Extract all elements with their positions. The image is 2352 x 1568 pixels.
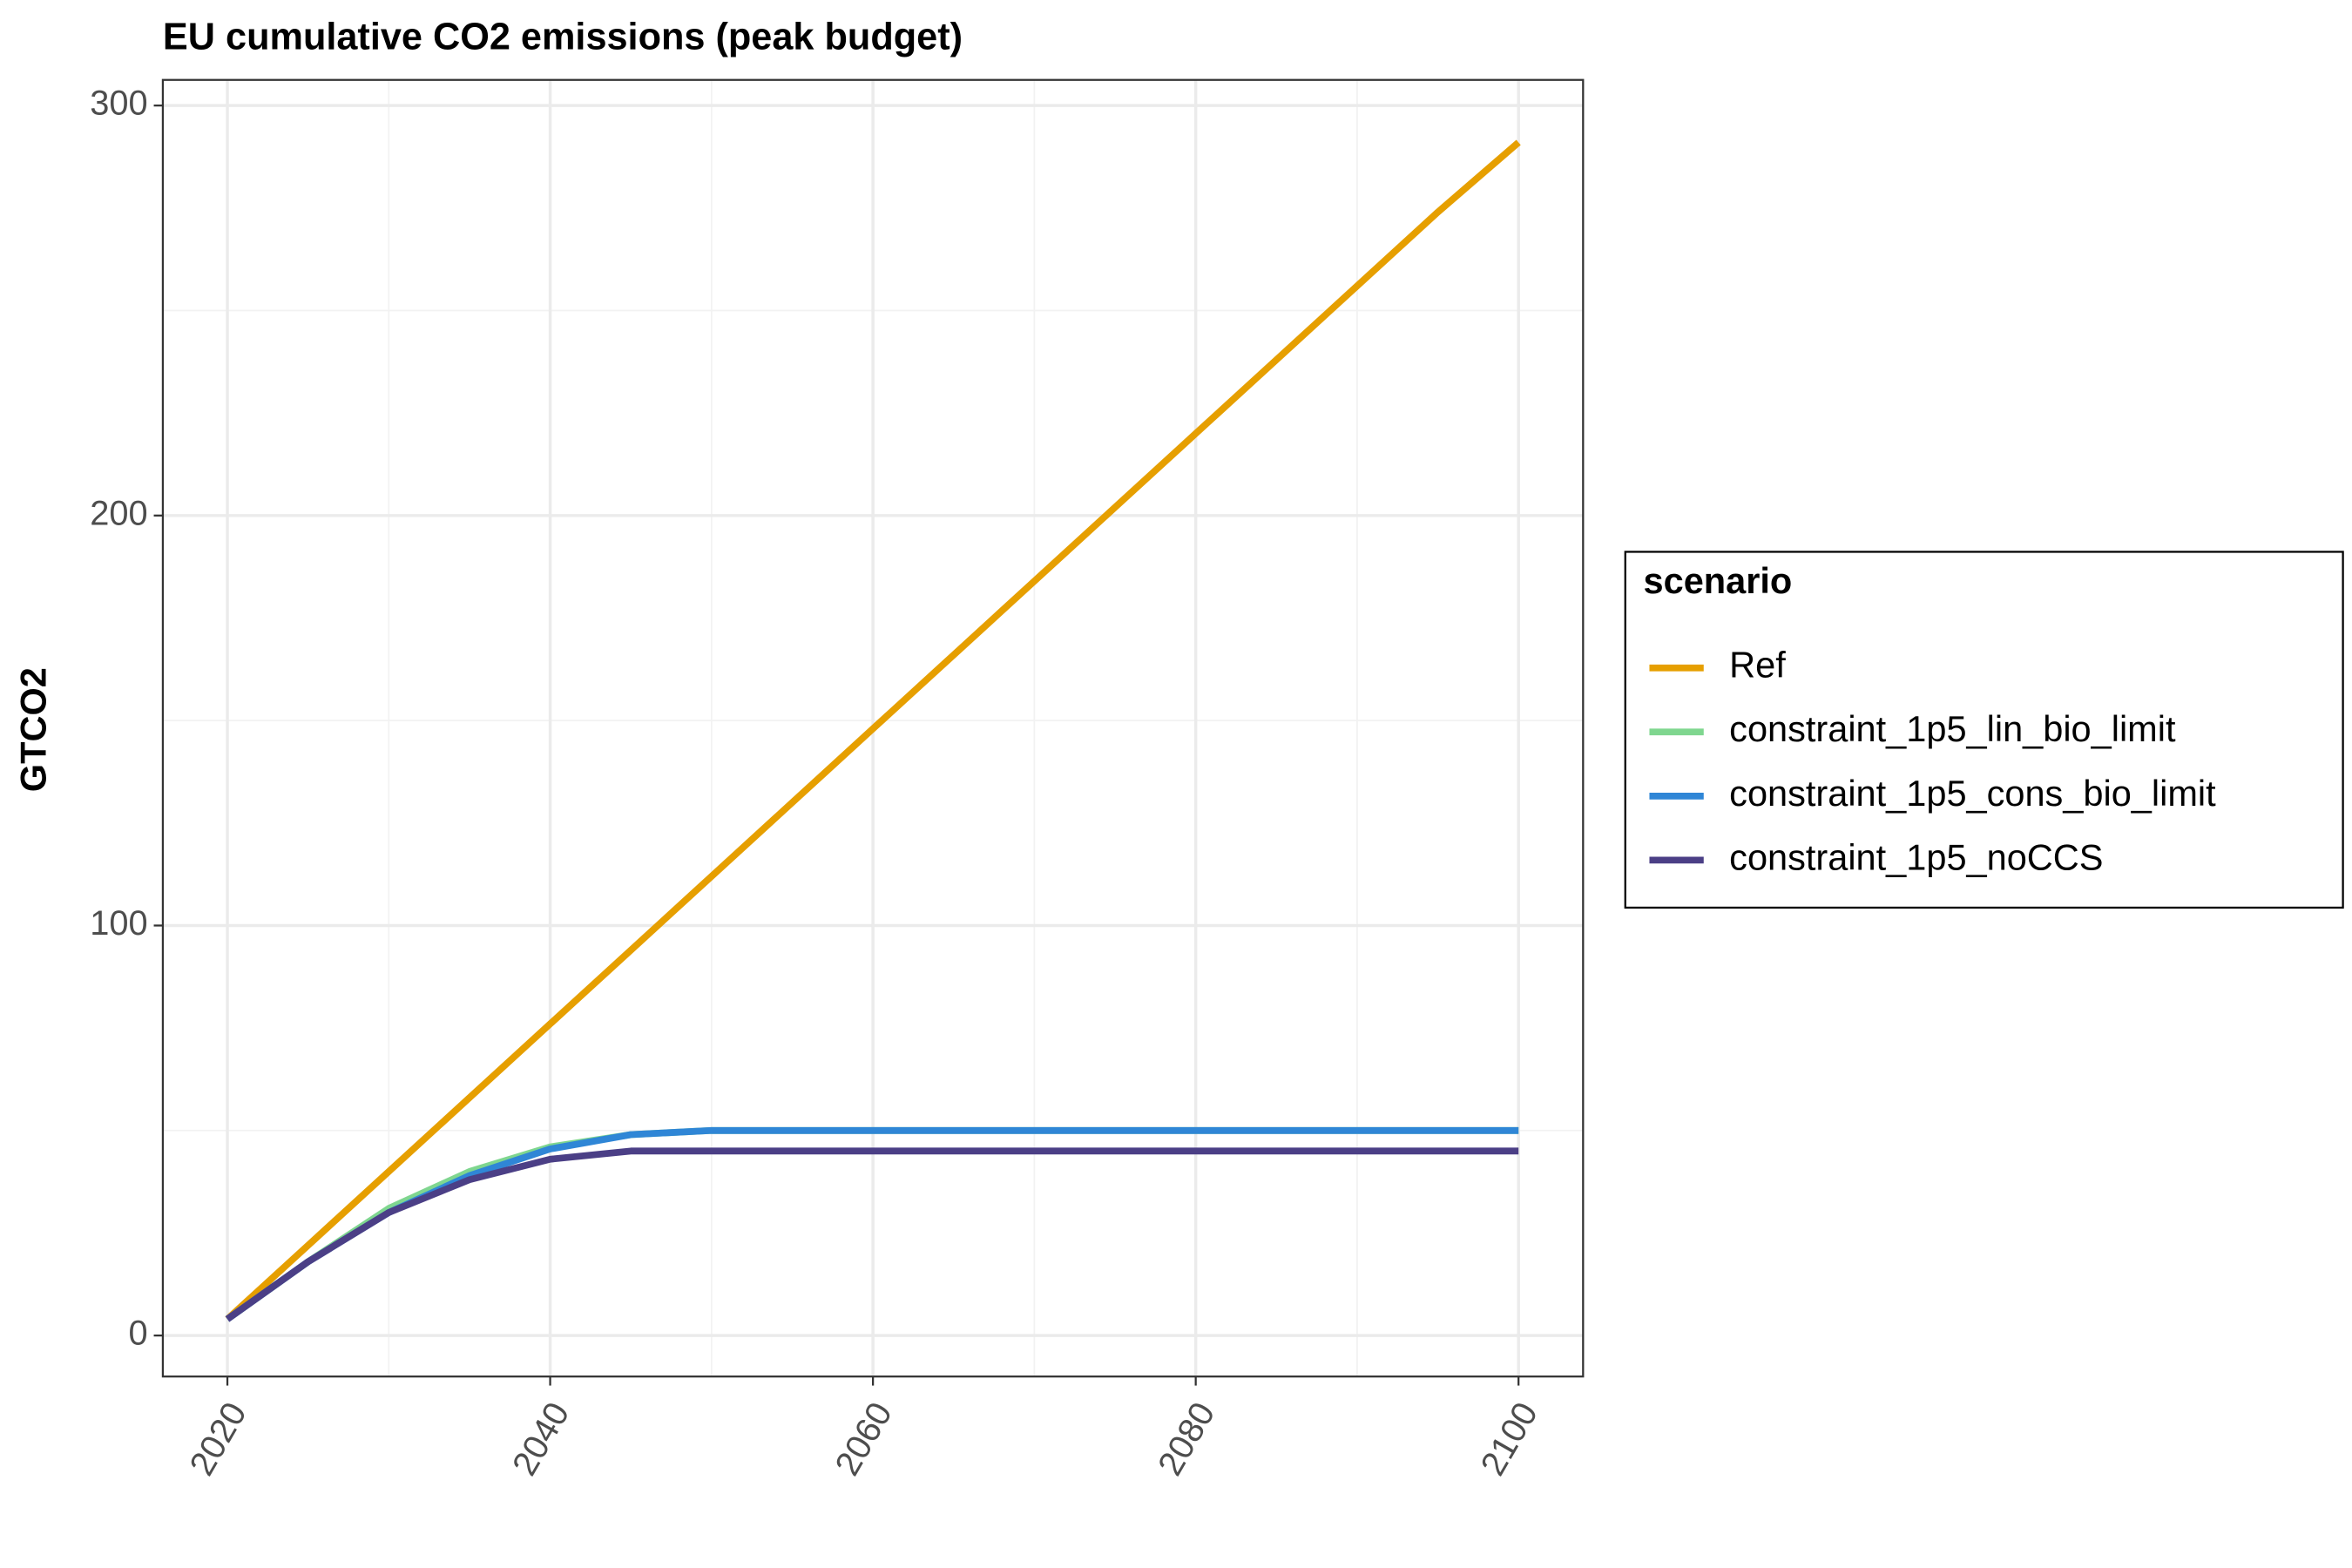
lines — [225, 139, 1521, 1322]
y-axis-label: GTCO2 — [13, 667, 54, 792]
y-tick-label: 300 — [90, 84, 147, 123]
series-line — [225, 1147, 1519, 1322]
legend-label: Ref — [1729, 645, 1786, 686]
legend: scenario Ref constraint_1p5_lin_bio_limit… — [1624, 551, 2344, 909]
series-line — [225, 139, 1521, 1322]
y-tick-label: 200 — [90, 494, 147, 532]
legend-label: constraint_1p5_cons_bio_limit — [1729, 773, 2216, 814]
legend-label: constraint_1p5_noCCS — [1729, 836, 2103, 877]
legend-label: constraint_1p5_lin_bio_limit — [1729, 708, 2176, 749]
chart-title: EU cumulative CO2 emissions (peak budget… — [163, 16, 963, 57]
legend-title: scenario — [1644, 560, 1793, 601]
legend-box — [1624, 551, 2344, 909]
y-tick-label: 100 — [90, 904, 147, 943]
y-tick-label: 0 — [128, 1315, 147, 1353]
